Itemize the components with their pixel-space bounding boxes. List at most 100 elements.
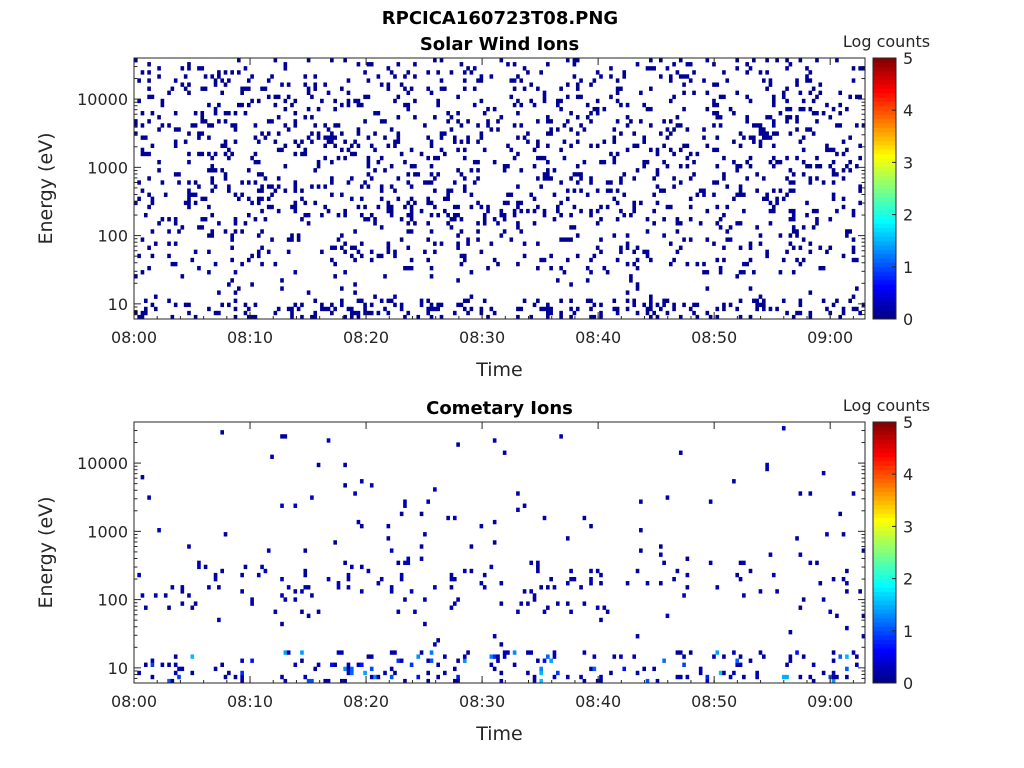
spectrogram-cell xyxy=(516,200,520,206)
spectrogram-cell xyxy=(260,172,264,177)
spectrogram-cell xyxy=(489,127,494,132)
spectrogram-cell xyxy=(197,184,201,189)
spectrogram-cell xyxy=(546,131,550,136)
spectrogram-cell xyxy=(808,290,813,295)
spectrogram-cell xyxy=(153,593,158,598)
spectrogram-cell xyxy=(396,94,401,100)
spectrogram-cell xyxy=(496,127,500,132)
spectrogram-cell xyxy=(452,576,457,582)
spectrogram-cell xyxy=(290,306,294,312)
spectrogram-cell xyxy=(738,662,743,667)
spectrogram-cell xyxy=(240,658,244,663)
spectrogram-cell xyxy=(745,159,749,165)
spectrogram-cell xyxy=(728,225,733,230)
spectrogram-cell xyxy=(140,237,145,242)
spectrogram-cell xyxy=(526,650,530,655)
spectrogram-cell xyxy=(137,670,141,676)
spectrogram-cell xyxy=(369,212,374,218)
spectrogram-cell xyxy=(223,151,228,157)
spectrogram-cell xyxy=(758,650,763,655)
spectrogram-cell xyxy=(795,82,799,87)
spectrogram-cell xyxy=(439,131,444,136)
spectrogram-cell xyxy=(589,180,593,185)
spectrogram-cell xyxy=(565,257,570,263)
spectrogram-cell xyxy=(256,188,261,193)
spectrogram-cell xyxy=(443,151,447,157)
spectrogram-cell xyxy=(735,662,740,667)
spectrogram-cell xyxy=(207,204,211,210)
spectrogram-cell xyxy=(519,306,524,312)
spectrogram-cell xyxy=(585,102,590,108)
spectrogram-cell xyxy=(678,147,683,153)
spectrogram-cell xyxy=(426,678,431,684)
spectrogram-cell xyxy=(383,119,387,124)
spectrogram-cell xyxy=(658,131,663,136)
spectrogram-cell xyxy=(702,192,706,197)
spectrogram-cell xyxy=(575,172,580,177)
spectrogram-cell xyxy=(536,155,540,161)
spectrogram-cell xyxy=(705,106,710,112)
spectrogram-cell xyxy=(512,208,517,214)
spectrogram-cell xyxy=(506,62,510,67)
spectrogram-cell xyxy=(306,135,311,140)
spectrogram-cell xyxy=(336,581,341,586)
spectrogram-cell xyxy=(768,552,773,557)
spectrogram-cell xyxy=(688,196,693,202)
spectrogram-cell xyxy=(153,241,158,246)
spectrogram-cell xyxy=(330,302,334,308)
spectrogram-cell xyxy=(416,654,421,659)
spectrogram-cell xyxy=(286,94,291,100)
spectrogram-cell xyxy=(190,192,195,197)
spectrogram-cell xyxy=(183,302,188,308)
spectrogram-cell xyxy=(675,217,680,222)
spectrogram-cell xyxy=(452,204,457,210)
spectrogram-cell xyxy=(306,585,311,590)
spectrogram-cell xyxy=(193,192,198,197)
spectrogram-cell xyxy=(589,523,593,529)
spectrogram-cell xyxy=(346,90,351,96)
spectrogram-cell xyxy=(841,176,846,181)
spectrogram-cell xyxy=(678,450,683,455)
spectrogram-cell xyxy=(718,265,723,271)
spectrogram-cell xyxy=(316,609,321,614)
spectrogram-cell xyxy=(200,196,205,202)
spectrogram-cell xyxy=(369,249,374,255)
spectrogram-cell xyxy=(363,670,367,676)
spectrogram-cell xyxy=(665,298,670,303)
spectrogram-cell xyxy=(569,576,573,582)
spectrogram-cell xyxy=(649,58,653,63)
spectrogram-cell xyxy=(173,217,178,222)
spectrogram-cell xyxy=(246,212,251,218)
spectrogram-cell xyxy=(466,66,470,71)
spectrogram-cell xyxy=(340,678,344,684)
spectrogram-cell xyxy=(379,298,384,303)
spectrogram-cell xyxy=(831,147,836,153)
spectrogram-cell xyxy=(343,208,347,214)
colorbar-segment xyxy=(873,188,896,194)
x-tick-label: 08:50 xyxy=(691,328,737,347)
spectrogram-cell xyxy=(167,217,171,222)
spectrogram-cell xyxy=(565,581,570,586)
spectrogram-cell xyxy=(167,662,171,667)
spectrogram-cell xyxy=(546,654,550,659)
spectrogram-cell xyxy=(263,176,268,181)
spectrogram-cell xyxy=(808,241,813,246)
spectrogram-cell xyxy=(831,192,836,197)
spectrogram-cell xyxy=(356,204,361,210)
spectrogram-cell xyxy=(861,302,866,308)
spectrogram-cell xyxy=(359,212,364,218)
colorbar-segment xyxy=(873,422,896,427)
spectrogram-cell xyxy=(609,74,613,79)
spectrogram-cell xyxy=(542,94,547,100)
spectrogram-cell xyxy=(569,237,573,242)
spectrogram-cell xyxy=(552,650,557,655)
spectrogram-cell xyxy=(536,143,540,149)
spectrogram-cell xyxy=(197,135,201,140)
spectrogram-cell xyxy=(565,188,570,193)
spectrogram-cell xyxy=(682,237,686,242)
spectrogram-cell xyxy=(456,147,460,153)
spectrogram-cell xyxy=(386,245,391,250)
spectrogram-cell xyxy=(632,176,637,181)
spectrogram-cell xyxy=(343,678,347,684)
